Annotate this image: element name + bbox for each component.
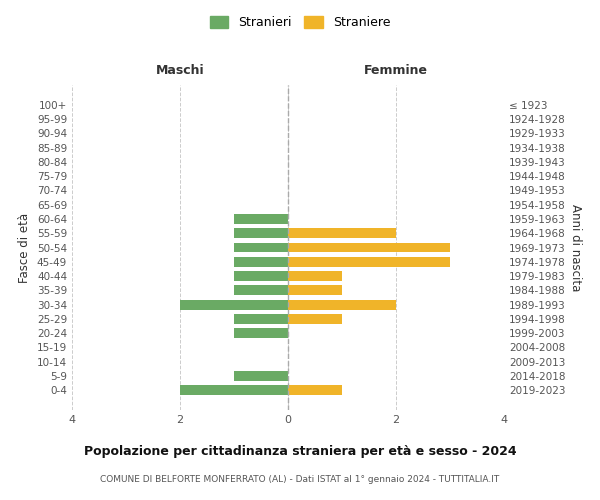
Bar <box>234 371 288 381</box>
Bar <box>288 385 342 395</box>
Bar <box>288 228 396 238</box>
Bar <box>288 271 342 281</box>
Bar <box>234 242 288 252</box>
Bar <box>288 286 342 296</box>
Bar <box>180 385 288 395</box>
Text: Popolazione per cittadinanza straniera per età e sesso - 2024: Popolazione per cittadinanza straniera p… <box>83 445 517 458</box>
Bar <box>234 286 288 296</box>
Y-axis label: Anni di nascita: Anni di nascita <box>569 204 582 291</box>
Bar <box>234 214 288 224</box>
Bar <box>288 300 396 310</box>
Text: COMUNE DI BELFORTE MONFERRATO (AL) - Dati ISTAT al 1° gennaio 2024 - TUTTITALIA.: COMUNE DI BELFORTE MONFERRATO (AL) - Dat… <box>100 475 500 484</box>
Bar <box>234 228 288 238</box>
Bar <box>234 328 288 338</box>
Bar <box>234 314 288 324</box>
Bar <box>288 257 450 267</box>
Bar <box>288 242 450 252</box>
Bar <box>180 300 288 310</box>
Bar <box>234 271 288 281</box>
Legend: Stranieri, Straniere: Stranieri, Straniere <box>205 11 395 34</box>
Bar <box>288 314 342 324</box>
Text: Femmine: Femmine <box>364 64 428 78</box>
Bar <box>234 257 288 267</box>
Y-axis label: Fasce di età: Fasce di età <box>19 212 31 282</box>
Text: Maschi: Maschi <box>155 64 205 78</box>
